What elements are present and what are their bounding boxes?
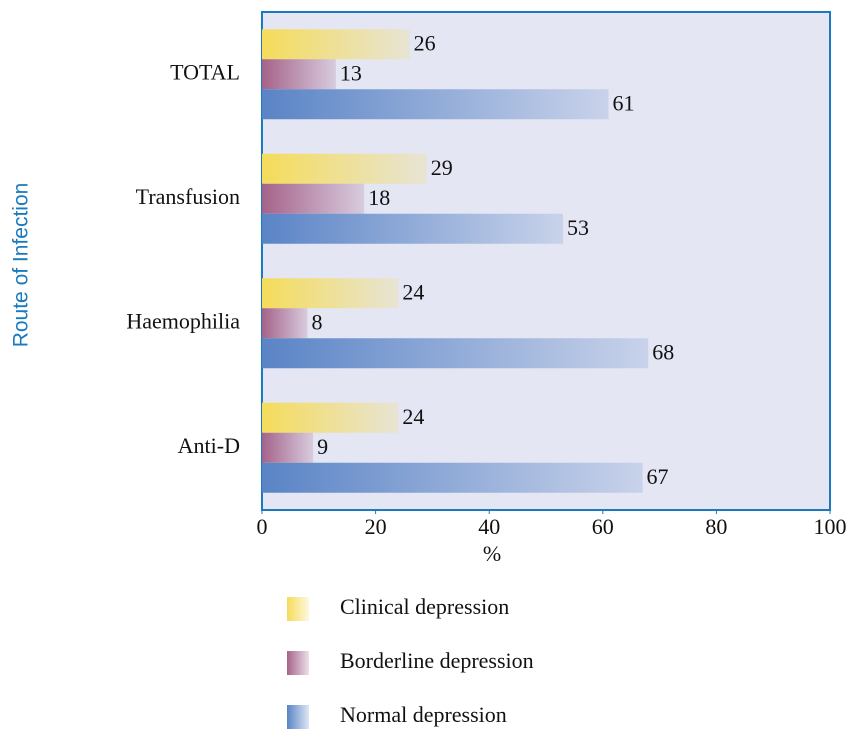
data-label: 61 — [612, 90, 634, 115]
data-label: 8 — [311, 309, 322, 334]
bar — [262, 213, 564, 244]
data-label: 53 — [567, 215, 589, 240]
x-tick-label: 0 — [257, 514, 268, 539]
bar — [262, 278, 399, 309]
data-label: 24 — [402, 279, 424, 304]
y-tick-label: Anti-D — [178, 433, 240, 458]
bar — [262, 338, 649, 369]
data-label: 68 — [652, 339, 674, 364]
data-label: 29 — [431, 155, 453, 180]
x-tick-label: 20 — [365, 514, 387, 539]
bar — [262, 153, 427, 184]
x-tick-label: 100 — [814, 514, 847, 539]
bar — [262, 402, 399, 433]
bar — [262, 462, 643, 493]
y-tick-label: TOTAL — [170, 59, 240, 84]
bar — [262, 432, 314, 463]
y-tick-label: Transfusion — [136, 184, 240, 209]
data-label: 18 — [368, 185, 390, 210]
y-tick-label: Haemophilia — [126, 308, 240, 333]
bar — [262, 89, 609, 120]
data-label: 24 — [402, 404, 424, 429]
bar — [262, 29, 410, 60]
legend-label: Clinical depression — [340, 594, 509, 619]
x-axis-title: % — [483, 541, 501, 566]
x-tick-label: 40 — [478, 514, 500, 539]
legend-label: Borderline depression — [340, 648, 534, 673]
bar — [262, 59, 336, 90]
bar — [262, 308, 308, 339]
y-axis-title: Route of Infection — [10, 183, 33, 348]
legend-label: Normal depression — [340, 702, 507, 727]
data-label: 9 — [317, 434, 328, 459]
legend-swatch — [287, 597, 309, 621]
data-label: 67 — [647, 464, 669, 489]
plot-area — [261, 11, 831, 511]
legend-swatch — [287, 705, 309, 729]
x-tick-label: 80 — [705, 514, 727, 539]
bar — [262, 183, 365, 214]
data-label: 13 — [340, 60, 362, 85]
legend-swatch — [287, 651, 309, 675]
data-label: 26 — [414, 30, 436, 55]
x-tick-label: 60 — [592, 514, 614, 539]
